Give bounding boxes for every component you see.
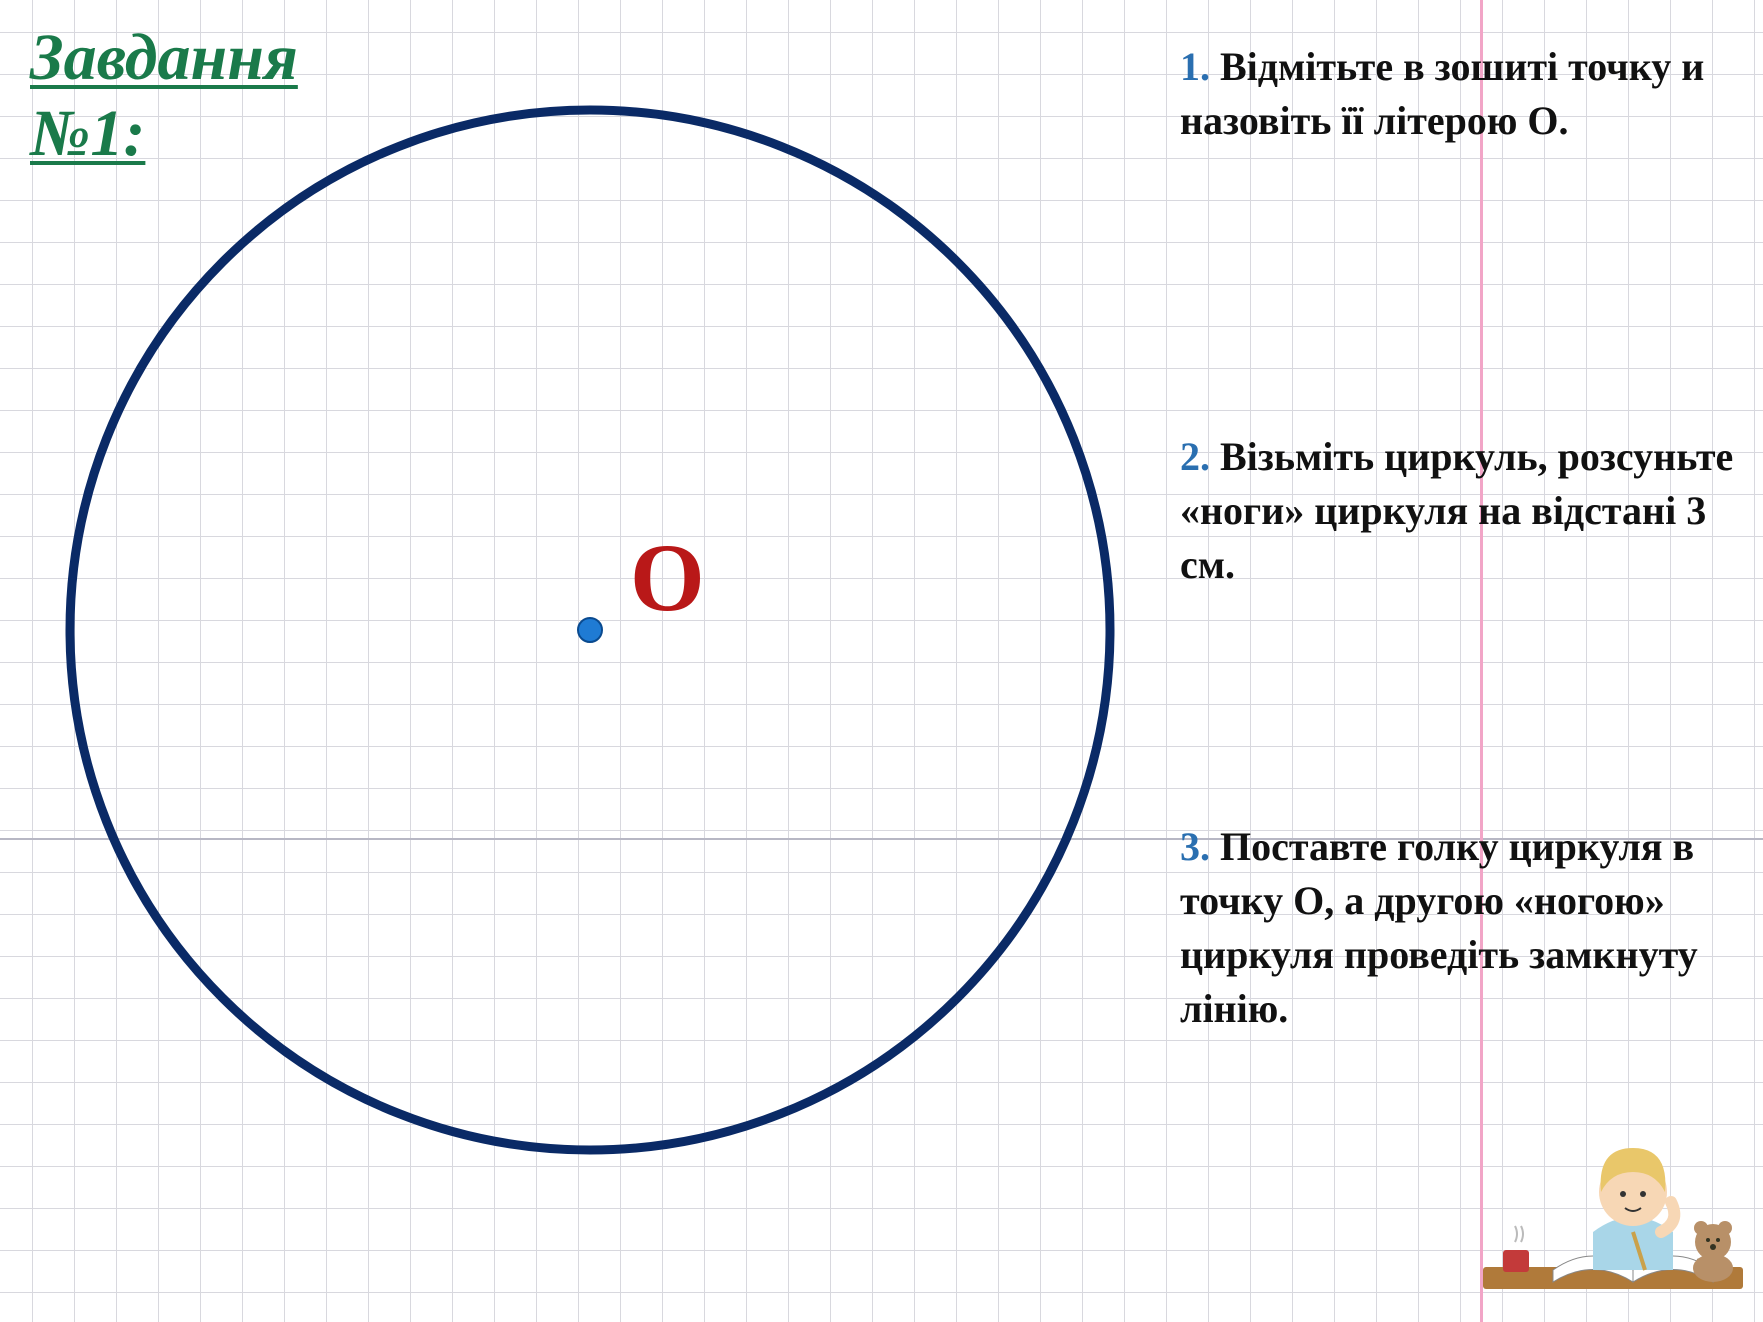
cartoon-eye	[1620, 1191, 1626, 1197]
cartoon-bear-ear	[1718, 1221, 1732, 1235]
cartoon-mug	[1503, 1250, 1529, 1272]
step-3-number: 3.	[1180, 824, 1210, 869]
step-1: 1. Відмітьте в зошиті точку и назовіть ї…	[1180, 40, 1740, 148]
cartoon-bear-nose	[1710, 1244, 1716, 1250]
step-2-number: 2.	[1180, 434, 1210, 479]
step-1-text: Відмітьте в зошиті точку и назовіть її л…	[1180, 44, 1704, 143]
step-2: 2. Візьміть циркуль, розсуньте «ноги» ци…	[1180, 430, 1740, 592]
center-label: О	[630, 524, 705, 631]
task-title-line1: Завдання	[30, 20, 298, 96]
cartoon-steam	[1515, 1226, 1523, 1242]
cartoon-bear-eye	[1716, 1238, 1720, 1242]
step-3-text: Поставте голку циркуля в точку О, а друг…	[1180, 824, 1698, 1031]
step-3: 3. Поставте голку циркуля в точку О, а д…	[1180, 820, 1740, 1036]
cartoon-eye	[1640, 1191, 1646, 1197]
cartoon-bear-eye	[1706, 1238, 1710, 1242]
cartoon-bear-body	[1693, 1254, 1733, 1282]
step-1-number: 1.	[1180, 44, 1210, 89]
cartoon-bear-ear	[1694, 1221, 1708, 1235]
cartoon-illustration	[1483, 1082, 1743, 1302]
center-point	[578, 618, 602, 642]
circle-diagram: О	[57, 97, 1283, 1163]
circle-svg: О	[57, 97, 1283, 1163]
step-2-text: Візьміть циркуль, розсуньте «ноги» цирку…	[1180, 434, 1733, 587]
cartoon-svg	[1483, 1082, 1743, 1302]
